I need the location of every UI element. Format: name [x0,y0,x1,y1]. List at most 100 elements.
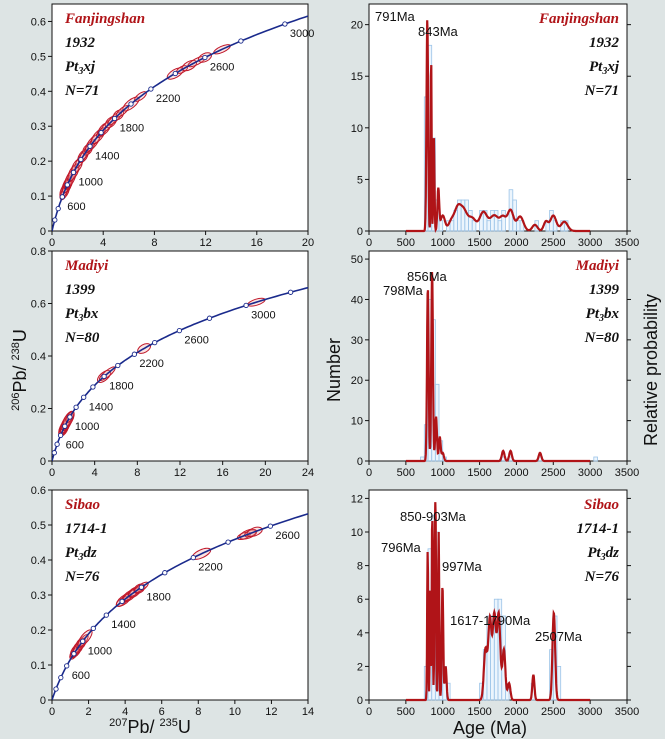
x-tick-label: 1000 [430,237,454,249]
x-tick-label: 6 [159,706,165,718]
unit-label-madiyi-concordia: Pt3bx [65,306,99,324]
y-tick-label: 30 [351,335,363,347]
y-tick-label: 2 [357,661,363,673]
x-tick-label: 12 [199,237,211,249]
x-tick-label: 4 [92,467,98,479]
age-marker [243,302,249,309]
y-tick-label: 0.5 [31,51,46,63]
age-label: 3000 [251,309,275,321]
sample-id-madiyi-concordia: 1399 [65,282,96,298]
age-label: 3000 [290,28,314,40]
concordia-content [52,286,308,461]
unit-label-fanjingshan-ages: Pt3xj [589,59,620,77]
x-tick-label: 3000 [578,237,602,249]
histogram-bar [493,209,499,232]
x-tick-label: 10 [229,706,241,718]
site-name-sibao-concordia: Sibao [65,497,100,513]
x-tick-label: 0 [366,467,372,479]
y-tick-label: 10 [351,416,363,428]
x-tick-label: 12 [174,467,186,479]
age-marker [138,584,145,590]
age-marker [115,362,121,369]
sample-id-madiyi-ages: 1399 [589,282,620,298]
plot-area-madiyi-concordia [51,250,309,462]
probability-curve [405,502,591,702]
histogram-bar [471,220,477,232]
y-tick-label: 0.4 [31,555,46,567]
age-marker [202,54,208,61]
concordia-content [52,15,308,231]
age-marker [67,414,73,420]
left-x-axis-title: 207Pb/ 235U [109,717,191,737]
plot-area-madiyi-ages [368,250,628,462]
y-tick-label: 0.3 [31,590,46,602]
x-tick-label: 2500 [541,706,565,718]
x-tick-label: 2 [86,706,92,718]
x-tick-label: 3500 [615,706,639,718]
x-tick-label: 16 [251,237,263,249]
age-marker [119,598,125,605]
age-label: 2200 [198,562,222,574]
age-distribution-panel-madiyi-ages: 0 500 1000 1500 2000 2500 3000 3500 0 10 20 30 40 50 M… [351,250,639,479]
x-tick-label: 0 [49,237,55,249]
x-tick-label: 20 [259,467,271,479]
x-tick-label: 1000 [430,706,454,718]
y-tick-label: 0.6 [31,16,46,28]
unit-label-fanjingshan-concordia: Pt3xj [65,59,96,77]
age-marker [152,339,158,346]
y-tick-label: 0 [40,456,46,468]
x-tick-label: 1500 [467,467,491,479]
x-tick-label: 3000 [578,706,602,718]
x-tick-label: 3500 [615,237,639,249]
age-marker [225,539,231,545]
sample-count-fanjingshan-ages: N=71 [584,83,619,99]
y-tick-label: 4 [357,628,363,640]
sample-count-sibao-concordia: N=76 [64,569,100,585]
y-tick-label: 20 [351,20,363,32]
age-marker [64,182,70,188]
site-name-fanjingshan-ages: Fanjingshan [538,11,619,27]
histogram-bar [501,209,506,232]
age-marker [64,663,70,669]
x-tick-label: 1000 [430,467,454,479]
x-tick-label: 8 [134,467,140,479]
x-tick-label: 2000 [504,706,528,718]
age-marker [103,612,109,618]
x-tick-label: 1500 [467,237,491,249]
age-marker [190,554,196,561]
x-tick-label: 500 [397,237,415,249]
peak-label: 796Ma [381,540,422,555]
x-tick-label: 0 [49,706,55,718]
age-label: 2600 [275,530,299,542]
y-tick-label: 0 [40,226,46,238]
y-tick-label: 0 [357,695,363,707]
unit-label-sibao-concordia: Pt3dz [65,545,97,563]
y-tick-label: 0.5 [31,520,46,532]
y-tick-label: 0.4 [31,86,46,98]
age-marker [52,450,57,456]
age-marker [80,638,86,644]
unit-label-sibao-ages: Pt3dz [587,545,619,563]
peak-label: 850-903Ma [400,509,467,524]
plot-area-fanjingshan-concordia [51,3,309,232]
age-marker [81,394,87,400]
number-axis-title: Number [324,338,344,402]
left-y-axis-title: 206Pb/ 238U [10,329,30,411]
age-marker [73,404,79,410]
y-tick-label: 5 [357,174,363,186]
histogram-bar [516,220,521,232]
age-label: 600 [67,201,85,213]
sample-id-sibao-concordia: 1714-1 [65,521,108,537]
histogram-bar [438,220,444,232]
x-tick-label: 8 [195,706,201,718]
age-label: 2600 [184,335,208,347]
x-tick-label: 14 [302,706,314,718]
age-marker [52,217,58,223]
concordia-panel-sibao-concordia: 0 2 4 6 8 10 12 14 0 0.1 0.2 0.3 0.4 0.5 0.6 600 1000 140… [31,485,314,718]
age-marker [70,169,77,176]
x-tick-label: 12 [265,706,277,718]
age-distribution-panel-fanjingshan-ages: 0 500 1000 1500 2000 2500 3000 3500 0 5 10 15 20 Fanj… [351,3,639,249]
x-tick-label: 8 [151,237,157,249]
y-tick-label: 0.2 [31,156,46,168]
y-tick-label: 10 [351,123,363,135]
